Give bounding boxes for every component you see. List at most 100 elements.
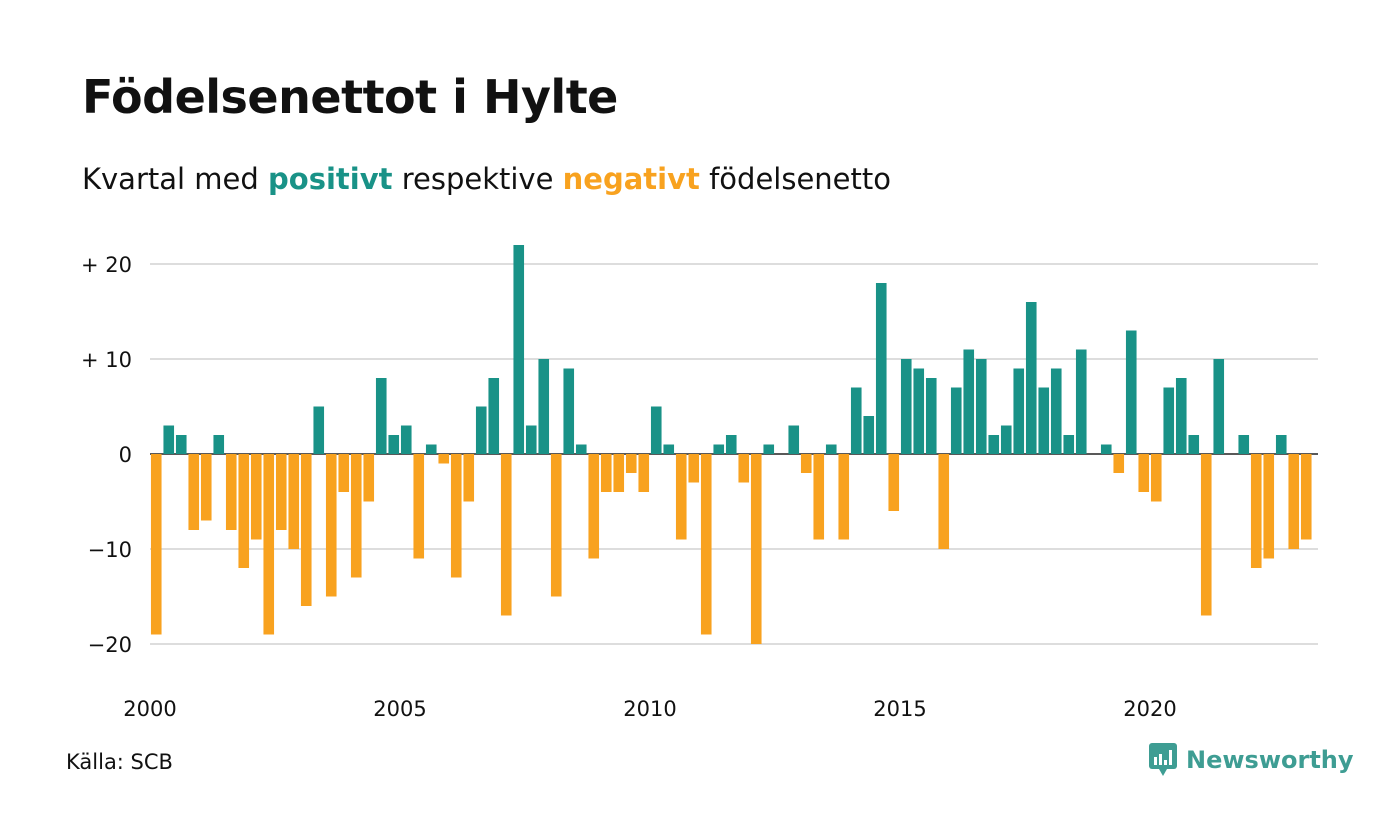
bar-negative bbox=[838, 454, 850, 540]
chart-subtitle: Kvartal med positivt respektive negativt… bbox=[82, 162, 891, 196]
x-axis-labels: 2000 2005 2010 2015 2020 bbox=[123, 697, 1176, 721]
bar-negative bbox=[888, 454, 900, 511]
bar-positive bbox=[850, 387, 862, 454]
bar-negative bbox=[613, 454, 625, 492]
bar-positive bbox=[163, 425, 175, 454]
bar-negative bbox=[1250, 454, 1262, 568]
bar-positive bbox=[1025, 302, 1037, 454]
x-tick-label: 2015 bbox=[873, 697, 926, 721]
chart-title: Födelsenettot i Hylte bbox=[82, 70, 618, 124]
bar-negative bbox=[1288, 454, 1300, 549]
bar-negative bbox=[500, 454, 512, 616]
x-tick-label: 2005 bbox=[373, 697, 426, 721]
bar-positive bbox=[1213, 359, 1225, 454]
bar-positive bbox=[663, 444, 675, 454]
bar-positive bbox=[975, 359, 987, 454]
bar-negative bbox=[750, 454, 762, 644]
bar-negative bbox=[600, 454, 612, 492]
bar-positive bbox=[1000, 425, 1012, 454]
bar-negative bbox=[688, 454, 700, 483]
y-tick-label: 0 bbox=[119, 443, 132, 467]
bar-positive bbox=[375, 378, 387, 454]
bar-positive bbox=[475, 406, 487, 454]
bar-positive bbox=[763, 444, 775, 454]
bar-negative bbox=[188, 454, 200, 530]
y-tick-label: −10 bbox=[88, 538, 132, 562]
subtitle-positive-word: positivt bbox=[268, 162, 393, 196]
bar-negative bbox=[150, 454, 162, 635]
bar-positive bbox=[900, 359, 912, 454]
bar-positive bbox=[725, 435, 737, 454]
bar-positive bbox=[175, 435, 187, 454]
bar-positive bbox=[400, 425, 412, 454]
bar-negative bbox=[1300, 454, 1312, 540]
bar-negative bbox=[275, 454, 287, 530]
bars bbox=[150, 245, 1312, 644]
bar-negative bbox=[300, 454, 312, 606]
bar-negative bbox=[1113, 454, 1125, 473]
y-tick-label: −20 bbox=[88, 633, 132, 657]
bar-negative bbox=[675, 454, 687, 540]
brand-name: Newsworthy bbox=[1186, 746, 1354, 774]
bar-positive bbox=[425, 444, 437, 454]
bar-negative bbox=[238, 454, 250, 568]
x-tick-label: 2010 bbox=[623, 697, 676, 721]
bar-chart: + 20 + 10 0 −10 −20 2000 2005 2010 2015 2020 bbox=[81, 245, 1318, 721]
bar-positive bbox=[313, 406, 325, 454]
bar-positive bbox=[575, 444, 587, 454]
bar-negative bbox=[200, 454, 212, 521]
bar-negative bbox=[1200, 454, 1212, 616]
bar-negative bbox=[625, 454, 637, 473]
bar-positive bbox=[1125, 330, 1137, 454]
subtitle-text-2: respektive bbox=[392, 162, 563, 196]
bar-negative bbox=[363, 454, 375, 502]
subtitle-negative-word: negativt bbox=[562, 162, 700, 196]
bar-positive bbox=[825, 444, 837, 454]
bar-positive bbox=[1063, 435, 1075, 454]
y-tick-label: + 20 bbox=[81, 253, 132, 277]
bar-positive bbox=[1188, 435, 1200, 454]
bar-negative bbox=[325, 454, 337, 597]
bar-negative bbox=[550, 454, 562, 597]
bar-positive bbox=[1038, 387, 1050, 454]
bar-positive bbox=[1100, 444, 1112, 454]
bar-negative bbox=[700, 454, 712, 635]
bar-positive bbox=[963, 349, 975, 454]
bar-negative bbox=[1150, 454, 1162, 502]
subtitle-text-3: födelsenetto bbox=[699, 162, 891, 196]
source-note: Källa: SCB bbox=[66, 750, 173, 774]
bar-positive bbox=[1238, 435, 1250, 454]
bar-positive bbox=[1175, 378, 1187, 454]
bar-negative bbox=[1263, 454, 1275, 559]
bar-negative bbox=[588, 454, 600, 559]
bar-positive bbox=[1013, 368, 1025, 454]
bar-negative bbox=[738, 454, 750, 483]
bar-positive bbox=[988, 435, 1000, 454]
bar-negative bbox=[250, 454, 262, 540]
newsworthy-icon bbox=[1149, 743, 1177, 776]
bar-positive bbox=[538, 359, 550, 454]
x-tick-label: 2020 bbox=[1123, 697, 1176, 721]
bar-negative bbox=[800, 454, 812, 473]
bar-negative bbox=[350, 454, 362, 578]
bar-positive bbox=[388, 435, 400, 454]
bar-negative bbox=[450, 454, 462, 578]
bar-negative bbox=[225, 454, 237, 530]
bar-positive bbox=[525, 425, 537, 454]
bar-positive bbox=[1050, 368, 1062, 454]
bar-positive bbox=[650, 406, 662, 454]
y-tick-label: + 10 bbox=[81, 348, 132, 372]
bar-negative bbox=[413, 454, 425, 559]
bar-negative bbox=[263, 454, 275, 635]
bar-positive bbox=[788, 425, 800, 454]
bar-negative bbox=[638, 454, 650, 492]
bar-positive bbox=[863, 416, 875, 454]
bar-positive bbox=[713, 444, 725, 454]
bar-negative bbox=[813, 454, 825, 540]
bar-positive bbox=[1275, 435, 1287, 454]
bar-negative bbox=[1138, 454, 1150, 492]
bar-positive bbox=[875, 283, 887, 454]
subtitle-text-1: Kvartal med bbox=[82, 162, 269, 196]
bar-positive bbox=[513, 245, 525, 454]
bar-positive bbox=[1163, 387, 1175, 454]
